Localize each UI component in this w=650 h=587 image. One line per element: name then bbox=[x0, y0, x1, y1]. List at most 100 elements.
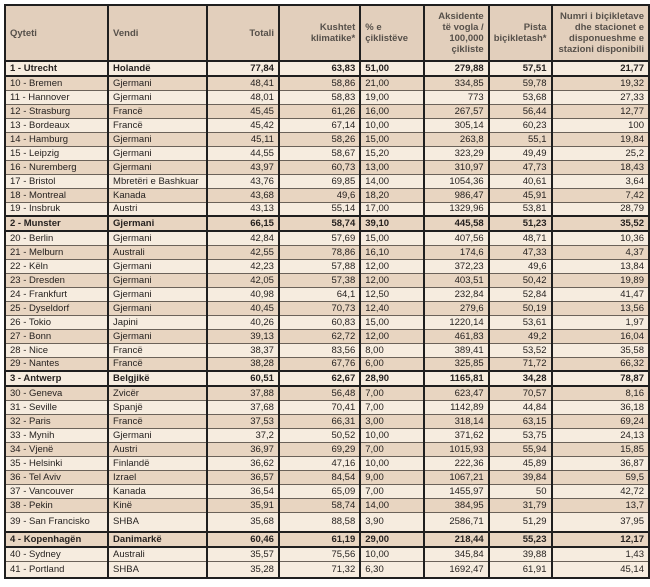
cell-cyclists[interactable]: 10,00 bbox=[359, 427, 425, 443]
cell-climate[interactable]: 56,48 bbox=[277, 385, 362, 401]
cell-accidents[interactable]: 334,85 bbox=[422, 75, 490, 91]
cell-bikes[interactable]: 42,72 bbox=[550, 483, 650, 499]
cell-accidents[interactable]: 267,57 bbox=[422, 103, 490, 119]
cell-cyclists[interactable]: 7,00 bbox=[359, 483, 425, 499]
cell-bikes[interactable]: 36,18 bbox=[550, 399, 650, 415]
cell-city[interactable]: 2 - Munster bbox=[3, 215, 110, 232]
cell-city[interactable]: 30 - Geneva bbox=[3, 385, 110, 401]
cell-accidents[interactable]: 263,8 bbox=[422, 131, 490, 147]
cell-total[interactable]: 66,15 bbox=[205, 215, 280, 232]
cell-cyclists[interactable]: 3,00 bbox=[359, 413, 425, 429]
cell-cyclists[interactable]: 28,90 bbox=[359, 370, 425, 387]
cell-city[interactable]: 40 - Sydney bbox=[3, 546, 110, 562]
cell-accidents[interactable]: 318,14 bbox=[422, 413, 490, 429]
cell-total[interactable]: 36,54 bbox=[205, 483, 280, 499]
cell-cyclists[interactable]: 12,00 bbox=[359, 328, 425, 344]
cell-accidents[interactable]: 1455,97 bbox=[422, 483, 490, 499]
cell-city[interactable]: 34 - Vjenë bbox=[3, 441, 110, 457]
cell-cyclists[interactable]: 39,10 bbox=[359, 215, 425, 232]
cell-climate[interactable]: 57,38 bbox=[277, 272, 362, 288]
cell-bikes[interactable]: 3,64 bbox=[550, 173, 650, 189]
cell-climate[interactable]: 60,73 bbox=[277, 159, 362, 175]
cell-accidents[interactable]: 1329,96 bbox=[422, 201, 490, 217]
cell-climate[interactable]: 75,56 bbox=[277, 546, 362, 562]
cell-total[interactable]: 35,91 bbox=[205, 497, 280, 513]
cell-lanes[interactable]: 70,57 bbox=[487, 385, 553, 401]
cell-lanes[interactable]: 56,44 bbox=[487, 103, 553, 119]
cell-lanes[interactable]: 48,71 bbox=[487, 230, 553, 246]
cell-city[interactable]: 13 - Bordeaux bbox=[3, 117, 110, 133]
cell-bikes[interactable]: 18,43 bbox=[550, 159, 650, 175]
cell-bikes[interactable]: 1,97 bbox=[550, 314, 650, 330]
cell-climate[interactable]: 67,76 bbox=[277, 356, 362, 372]
cell-climate[interactable]: 61,19 bbox=[277, 531, 362, 548]
cell-lanes[interactable]: 52,84 bbox=[487, 286, 553, 302]
cell-total[interactable]: 37,68 bbox=[205, 399, 280, 415]
cell-climate[interactable]: 66,31 bbox=[277, 413, 362, 429]
cell-city[interactable]: 10 - Bremen bbox=[3, 75, 110, 91]
cell-bikes[interactable]: 7,42 bbox=[550, 187, 650, 203]
cell-total[interactable]: 42,23 bbox=[205, 258, 280, 274]
cell-total[interactable]: 42,05 bbox=[205, 272, 280, 288]
cell-lanes[interactable]: 31,79 bbox=[487, 497, 553, 513]
cell-city[interactable]: 3 - Antwerp bbox=[3, 370, 110, 387]
cell-lanes[interactable]: 39,84 bbox=[487, 469, 553, 485]
cell-climate[interactable]: 61,26 bbox=[277, 103, 362, 119]
cell-country[interactable]: Belgjikë bbox=[107, 370, 208, 387]
cell-cyclists[interactable]: 29,00 bbox=[359, 531, 425, 548]
cell-country[interactable]: Francë bbox=[107, 103, 208, 119]
cell-cyclists[interactable]: 12,40 bbox=[359, 300, 425, 316]
cell-cyclists[interactable]: 14,00 bbox=[359, 497, 425, 513]
cell-lanes[interactable]: 51,23 bbox=[487, 215, 553, 232]
cell-city[interactable]: 20 - Berlin bbox=[3, 230, 110, 246]
cell-accidents[interactable]: 1220,14 bbox=[422, 314, 490, 330]
cell-city[interactable]: 35 - Helsinki bbox=[3, 455, 110, 471]
cell-total[interactable]: 37,2 bbox=[205, 427, 280, 443]
cell-city[interactable]: 25 - Dyseldorf bbox=[3, 300, 110, 316]
cell-accidents[interactable]: 279,6 bbox=[422, 300, 490, 316]
cell-lanes[interactable]: 34,28 bbox=[487, 370, 553, 387]
cell-lanes[interactable]: 53,68 bbox=[487, 89, 553, 105]
cell-accidents[interactable]: 222,36 bbox=[422, 455, 490, 471]
cell-lanes[interactable]: 51,29 bbox=[487, 511, 553, 533]
column-header-climate[interactable]: Kushtet klimatike* bbox=[277, 5, 362, 62]
cell-bikes[interactable]: 19,89 bbox=[550, 272, 650, 288]
cell-total[interactable]: 35,57 bbox=[205, 546, 280, 562]
cell-cyclists[interactable]: 51,00 bbox=[359, 60, 425, 77]
cell-climate[interactable]: 49,6 bbox=[277, 187, 362, 203]
cell-total[interactable]: 42,84 bbox=[205, 230, 280, 246]
cell-lanes[interactable]: 44,84 bbox=[487, 399, 553, 415]
cell-country[interactable]: Gjermani bbox=[107, 258, 208, 274]
cell-bikes[interactable]: 13,56 bbox=[550, 300, 650, 316]
cell-bikes[interactable]: 12,17 bbox=[550, 531, 650, 548]
cell-total[interactable]: 45,42 bbox=[205, 117, 280, 133]
cell-accidents[interactable]: 461,83 bbox=[422, 328, 490, 344]
cell-accidents[interactable]: 305,14 bbox=[422, 117, 490, 133]
cell-accidents[interactable]: 310,97 bbox=[422, 159, 490, 175]
cell-country[interactable]: Gjermani bbox=[107, 159, 208, 175]
cell-lanes[interactable]: 50,19 bbox=[487, 300, 553, 316]
cell-accidents[interactable]: 345,84 bbox=[422, 546, 490, 562]
cell-cyclists[interactable]: 12,00 bbox=[359, 272, 425, 288]
cell-country[interactable]: Gjermani bbox=[107, 215, 208, 232]
cell-city[interactable]: 27 - Bonn bbox=[3, 328, 110, 344]
cell-climate[interactable]: 50,52 bbox=[277, 427, 362, 443]
cell-bikes[interactable]: 41,47 bbox=[550, 286, 650, 302]
cell-lanes[interactable]: 45,89 bbox=[487, 455, 553, 471]
cell-bikes[interactable]: 66,32 bbox=[550, 356, 650, 372]
cell-country[interactable]: SHBA bbox=[107, 560, 208, 579]
cell-climate[interactable]: 84,54 bbox=[277, 469, 362, 485]
column-header-lanes[interactable]: Pista biçikletash* bbox=[487, 5, 553, 62]
cell-climate[interactable]: 88,58 bbox=[277, 511, 362, 533]
cell-cyclists[interactable]: 10,00 bbox=[359, 117, 425, 133]
cell-bikes[interactable]: 1,43 bbox=[550, 546, 650, 562]
cell-accidents[interactable]: 403,51 bbox=[422, 272, 490, 288]
cell-city[interactable]: 39 - San Francisko bbox=[3, 511, 110, 533]
cell-country[interactable]: Gjermani bbox=[107, 75, 208, 91]
cell-accidents[interactable]: 371,62 bbox=[422, 427, 490, 443]
cell-accidents[interactable]: 1692,47 bbox=[422, 560, 490, 579]
cell-bikes[interactable]: 8,16 bbox=[550, 385, 650, 401]
cell-bikes[interactable]: 24,13 bbox=[550, 427, 650, 443]
cell-accidents[interactable]: 232,84 bbox=[422, 286, 490, 302]
cell-cyclists[interactable]: 6,30 bbox=[359, 560, 425, 579]
